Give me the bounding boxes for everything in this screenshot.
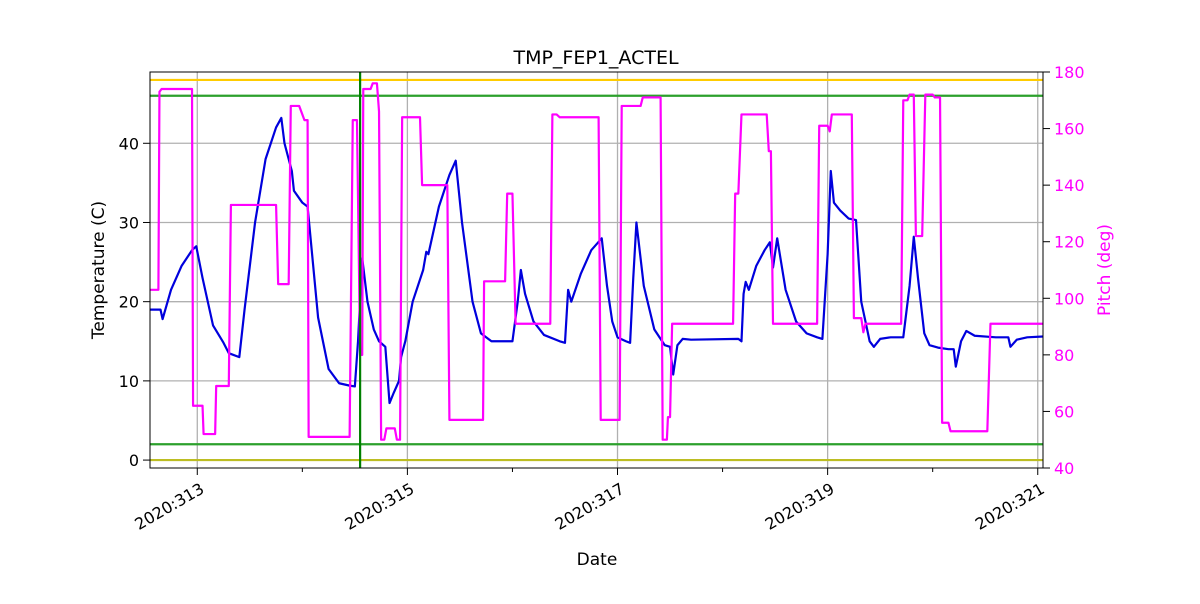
x-tick-label: 2020:321	[972, 479, 1048, 534]
y-left-tick-label: 20	[119, 293, 139, 312]
x-tick-label: 2020:313	[131, 479, 207, 534]
x-tick-label: 2020:317	[552, 479, 628, 534]
y-left-tick-label: 30	[119, 213, 139, 232]
y-axis-left-label: Temperature (C)	[89, 201, 109, 340]
chart-title: TMP_FEP1_ACTEL	[512, 47, 678, 69]
plot-frame	[149, 71, 1044, 469]
y-left-tick-label: 40	[119, 134, 139, 153]
x-tick-label: 2020:319	[762, 479, 838, 534]
y-right-tick-label: 120	[1054, 233, 1085, 252]
reference-lines-layer	[150, 78, 1043, 462]
y-right-tick-label: 100	[1054, 289, 1085, 308]
y-right-tick-label: 140	[1054, 176, 1085, 195]
x-axis-label: Date	[577, 550, 618, 570]
y-right-tick-label: 180	[1054, 63, 1085, 82]
y-right-tick-label: 80	[1054, 346, 1074, 365]
pitch-series-line	[150, 82, 1043, 441]
x-tick-label: 2020:315	[342, 479, 418, 534]
y-left-tick-label: 0	[129, 451, 139, 470]
y-axis-right-label: Pitch (deg)	[1095, 224, 1115, 316]
y-right-tick-label: 40	[1054, 459, 1074, 478]
y-right-tick-label: 160	[1054, 120, 1085, 139]
series-layer	[150, 72, 1044, 468]
temperature-series-line	[150, 116, 1044, 405]
y-left-tick-label: 10	[119, 372, 139, 391]
y-right-tick-label: 60	[1054, 402, 1074, 421]
